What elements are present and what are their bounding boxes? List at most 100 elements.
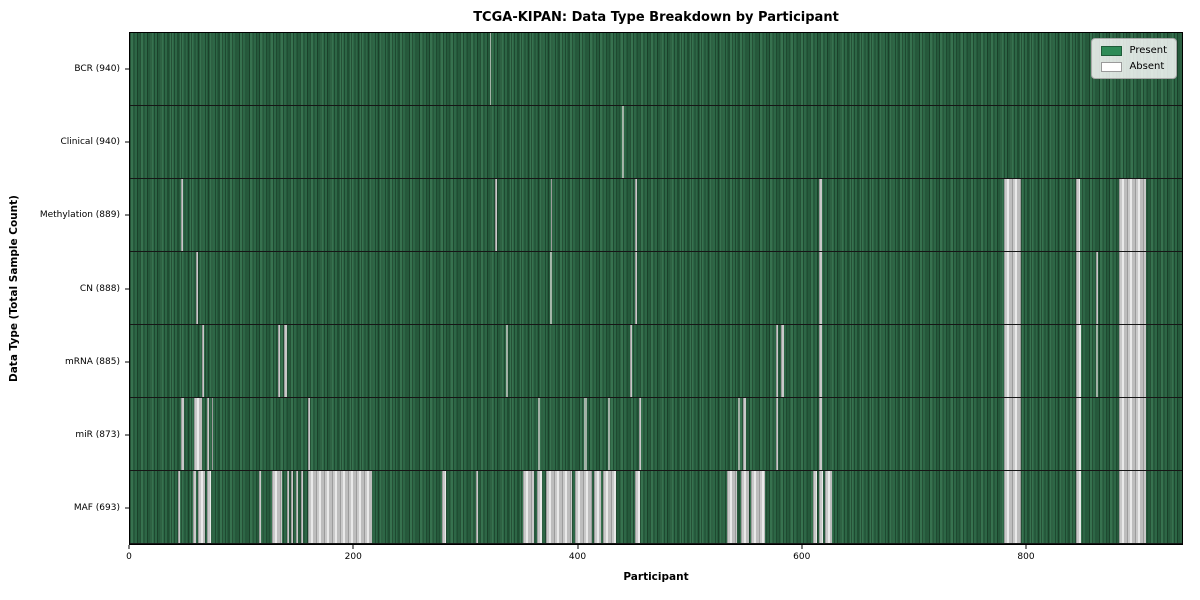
absent-stripe: [751, 471, 765, 543]
y-axis-ticks: BCR (940) Clinical (940) Methylation (889)…: [0, 32, 129, 545]
y-tick-mark: [125, 214, 129, 216]
absent-stripe: [1075, 471, 1082, 543]
absent-stripe: [819, 252, 822, 324]
absent-stripe: [307, 398, 311, 470]
absent-stripe: [550, 179, 552, 251]
y-tick-mark: [125, 361, 129, 363]
absent-stripe: [1004, 252, 1021, 324]
absent-stripe: [741, 471, 749, 543]
absent-stripe: [1119, 179, 1147, 251]
y-tick-label: mRNA (885): [65, 356, 120, 367]
absent-stripe: [1004, 398, 1021, 470]
absent-stripe: [819, 325, 822, 397]
plot-area: Present Absent: [129, 32, 1183, 545]
absent-stripe: [181, 179, 183, 251]
absent-stripe: [546, 471, 573, 543]
absent-stripe: [284, 325, 287, 397]
absent-stripe: [775, 398, 778, 470]
absent-stripe: [603, 471, 616, 543]
absent-stripe: [291, 471, 294, 543]
absent-stripe: [442, 471, 446, 543]
absent-stripe: [207, 398, 210, 470]
absent-stripe: [181, 398, 184, 470]
x-tick-mark: [577, 545, 578, 549]
absent-stripe: [1075, 252, 1081, 324]
absent-stripe: [1004, 179, 1021, 251]
absent-stripe: [781, 325, 784, 397]
absent-stripe: [634, 252, 637, 324]
absent-stripe: [607, 398, 611, 470]
absent-stripe: [207, 471, 211, 543]
absent-stripe: [584, 398, 587, 470]
absent-stripe: [1075, 398, 1082, 470]
legend-label-present: Present: [1129, 45, 1167, 56]
x-tick-label: 200: [344, 552, 362, 562]
present-swatch-icon: [1101, 45, 1123, 56]
row-mrna: [130, 325, 1182, 398]
absent-stripe: [743, 398, 746, 470]
y-tick-mark: [125, 141, 129, 143]
absent-stripe: [538, 398, 540, 470]
absent-stripe: [211, 398, 213, 470]
absent-stripe: [196, 252, 199, 324]
x-tick-mark: [352, 545, 354, 549]
legend: Present Absent: [1091, 38, 1177, 79]
absent-stripe: [1095, 325, 1099, 397]
y-tick-mark: [125, 434, 129, 436]
absent-stripe: [824, 471, 832, 543]
absent-stripe: [1004, 471, 1021, 543]
absent-stripe: [522, 471, 534, 543]
absent-stripe: [272, 471, 283, 543]
y-tick-mark: [125, 507, 129, 509]
absent-stripe: [490, 33, 492, 105]
absent-stripe: [737, 398, 740, 470]
absent-stripe: [201, 325, 204, 397]
x-tick-mark: [128, 545, 130, 549]
y-tick-label: miR (873): [75, 430, 120, 441]
absent-stripe: [819, 471, 823, 543]
absent-stripe: [475, 471, 479, 543]
y-tick-mark: [125, 288, 129, 289]
absent-stripe: [286, 471, 289, 543]
absent-stripe: [594, 471, 602, 543]
absent-stripe: [775, 325, 778, 397]
row-bcr: [130, 33, 1182, 106]
legend-item-absent: Absent: [1101, 61, 1167, 72]
row-mir: [130, 398, 1182, 471]
absent-stripe: [307, 471, 372, 543]
absent-stripe: [622, 106, 624, 178]
x-axis-title: Participant: [623, 571, 689, 583]
x-tick-label: 800: [1017, 552, 1035, 562]
absent-stripe: [634, 471, 641, 543]
absent-stripe: [1119, 398, 1147, 470]
absent-stripe: [1095, 252, 1099, 324]
legend-label-absent: Absent: [1129, 61, 1165, 72]
x-tick-label: 400: [568, 552, 587, 562]
row-clinical: [130, 106, 1182, 179]
row-cn: [130, 252, 1182, 325]
absent-stripe: [301, 471, 304, 543]
absent-stripe: [812, 471, 818, 543]
absent-swatch-icon: [1101, 61, 1123, 72]
row-methylation: [130, 179, 1182, 252]
absent-stripe: [506, 325, 509, 397]
absent-stripe: [639, 398, 642, 470]
absent-stripe: [819, 179, 822, 251]
absent-stripe: [537, 471, 542, 543]
chart-title: TCGA-KIPAN: Data Type Breakdown by Parti…: [473, 10, 839, 25]
x-tick-label: 600: [793, 552, 811, 562]
absent-stripe: [178, 471, 181, 543]
absent-stripe: [575, 471, 593, 543]
absent-stripe: [295, 471, 298, 543]
x-tick-label: 0: [126, 552, 132, 562]
y-tick-label: MAF (693): [73, 503, 120, 514]
absent-stripe: [630, 325, 633, 397]
row-maf: [130, 471, 1182, 544]
absent-stripe: [1119, 252, 1147, 324]
absent-stripe: [192, 471, 197, 543]
absent-stripe: [1075, 325, 1082, 397]
absent-stripe: [1119, 471, 1147, 543]
absent-stripe: [819, 398, 822, 470]
y-tick-label: BCR (940): [74, 63, 120, 74]
